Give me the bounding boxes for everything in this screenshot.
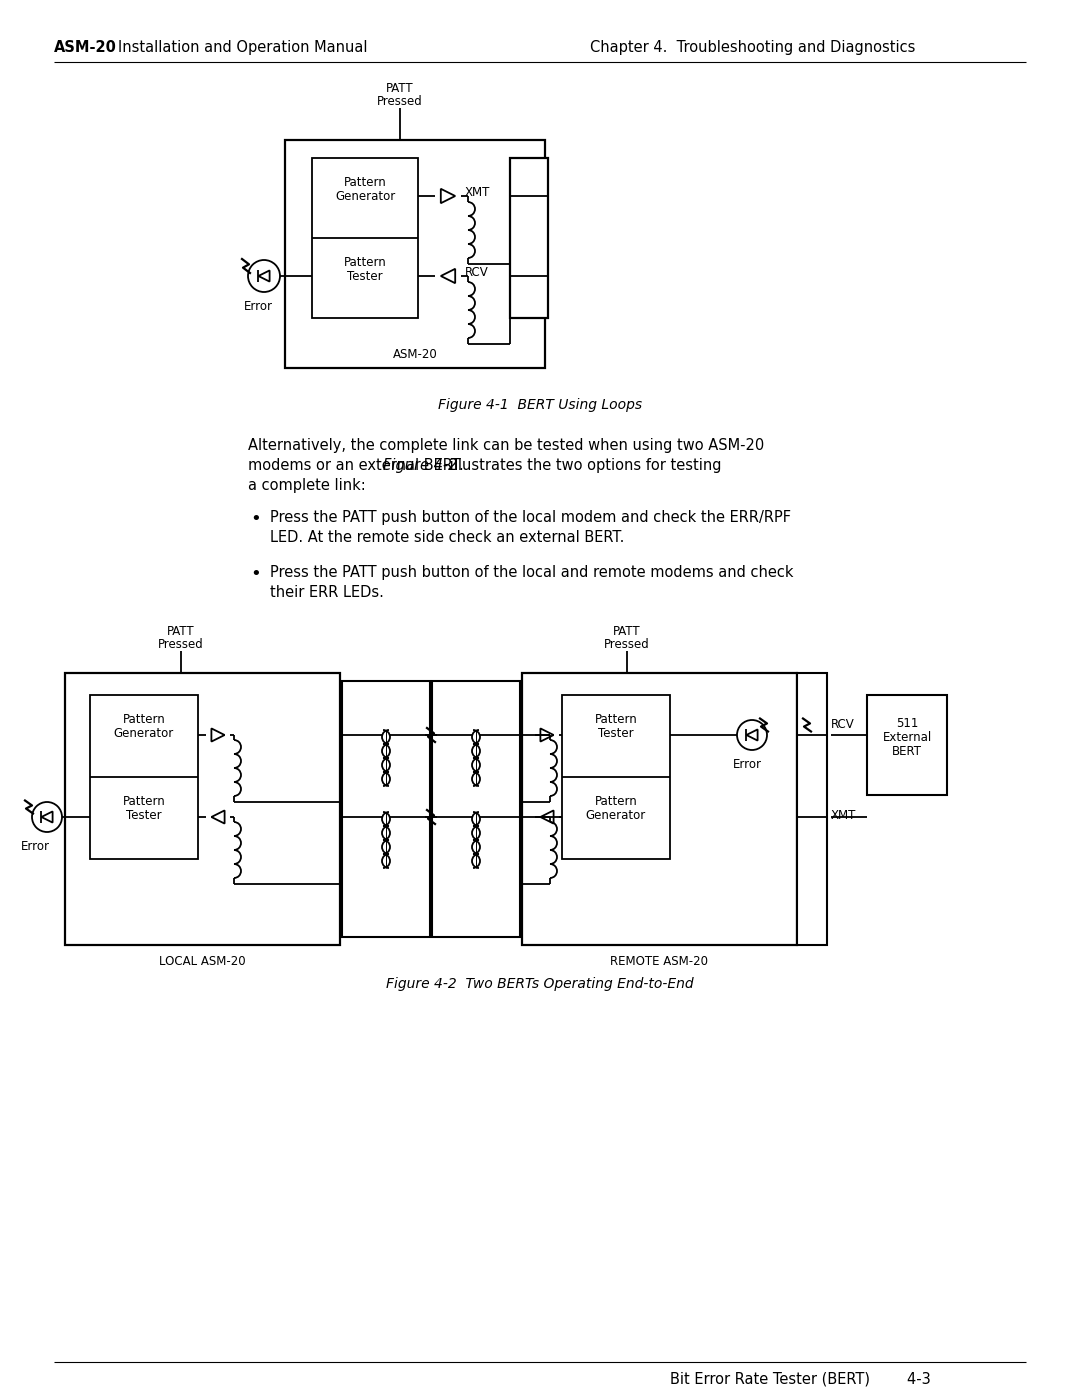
Bar xyxy=(867,694,947,795)
Text: Tester: Tester xyxy=(347,270,382,284)
Text: XMT: XMT xyxy=(465,186,490,198)
Text: •: • xyxy=(249,510,260,528)
Text: Generator: Generator xyxy=(335,190,395,203)
Text: Error: Error xyxy=(21,840,50,854)
Text: Press the PATT push button of the local and remote modems and check: Press the PATT push button of the local … xyxy=(270,564,794,580)
Text: RCV: RCV xyxy=(831,718,854,732)
Text: Alternatively, the complete link can be tested when using two ASM-20: Alternatively, the complete link can be … xyxy=(248,439,765,453)
Bar xyxy=(65,673,340,944)
Text: RCV: RCV xyxy=(465,265,489,279)
Text: Generator: Generator xyxy=(585,809,646,821)
Text: REMOTE ASM-20: REMOTE ASM-20 xyxy=(610,956,708,968)
Text: PATT: PATT xyxy=(612,624,640,638)
Text: Tester: Tester xyxy=(126,809,162,821)
Text: Tester: Tester xyxy=(598,726,634,740)
Text: Pattern: Pattern xyxy=(123,712,165,726)
Text: modems or an external BERT.: modems or an external BERT. xyxy=(248,458,469,474)
Text: Press the PATT push button of the local modem and check the ERR/RPF: Press the PATT push button of the local … xyxy=(270,510,791,525)
Bar xyxy=(342,680,430,937)
Text: XMT: XMT xyxy=(831,809,856,821)
Text: Pattern: Pattern xyxy=(595,795,637,807)
Text: Pattern: Pattern xyxy=(343,256,387,270)
Text: Bit Error Rate Tester (BERT)        4-3: Bit Error Rate Tester (BERT) 4-3 xyxy=(670,1372,931,1387)
Bar xyxy=(522,673,797,944)
Text: 511: 511 xyxy=(895,717,918,731)
Text: their ERR LEDs.: their ERR LEDs. xyxy=(270,585,383,599)
Bar xyxy=(312,158,418,319)
Text: PATT: PATT xyxy=(166,624,194,638)
Bar xyxy=(432,680,519,937)
Text: Pattern: Pattern xyxy=(343,176,387,189)
Text: Installation and Operation Manual: Installation and Operation Manual xyxy=(118,41,367,54)
Text: ASM-20: ASM-20 xyxy=(393,348,437,360)
Bar xyxy=(797,673,827,944)
Text: a complete link:: a complete link: xyxy=(248,478,366,493)
Text: Figure 4-1  BERT Using Loops: Figure 4-1 BERT Using Loops xyxy=(437,398,643,412)
Text: •: • xyxy=(249,564,260,583)
Text: ASM-20: ASM-20 xyxy=(54,41,117,54)
Text: illustrates the two options for testing: illustrates the two options for testing xyxy=(445,458,721,474)
Text: PATT: PATT xyxy=(387,82,414,95)
Text: LED. At the remote side check an external BERT.: LED. At the remote side check an externa… xyxy=(270,529,624,545)
Text: Figure 4-2: Figure 4-2 xyxy=(383,458,457,474)
Bar xyxy=(510,158,548,319)
Text: LOCAL ASM-20: LOCAL ASM-20 xyxy=(159,956,245,968)
Bar xyxy=(562,694,670,859)
Text: External: External xyxy=(882,731,932,745)
Text: Pattern: Pattern xyxy=(595,712,637,726)
Text: Error: Error xyxy=(244,300,273,313)
Text: Error: Error xyxy=(732,759,761,771)
Text: Pattern: Pattern xyxy=(123,795,165,807)
Text: Pressed: Pressed xyxy=(158,638,203,651)
Text: Chapter 4.  Troubleshooting and Diagnostics: Chapter 4. Troubleshooting and Diagnosti… xyxy=(590,41,916,54)
Text: Figure 4-2  Two BERTs Operating End-to-End: Figure 4-2 Two BERTs Operating End-to-En… xyxy=(387,977,693,990)
Text: Generator: Generator xyxy=(113,726,174,740)
Text: Pressed: Pressed xyxy=(377,95,423,108)
Text: Pressed: Pressed xyxy=(604,638,649,651)
Bar xyxy=(90,694,198,859)
Text: BERT: BERT xyxy=(892,745,922,759)
Bar xyxy=(285,140,545,367)
